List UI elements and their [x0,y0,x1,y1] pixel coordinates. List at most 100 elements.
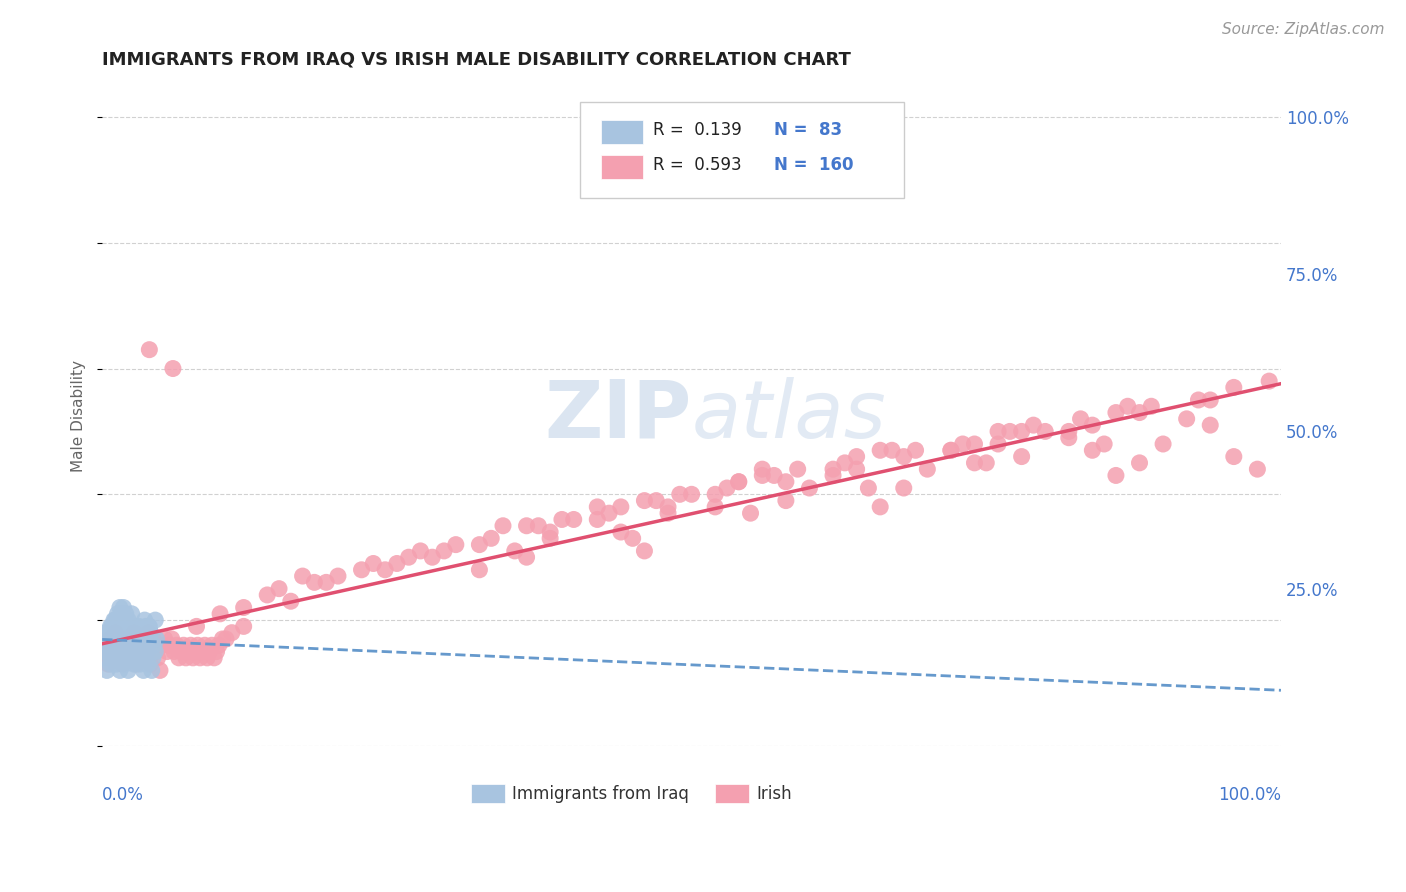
Point [180,638,202,652]
Point [173,638,195,652]
Point [433,544,456,558]
Point [100,657,122,672]
Point [1011,425,1033,439]
Point [136,644,159,658]
Text: R =  0.593: R = 0.593 [652,156,741,175]
Point [1057,425,1080,439]
Point [209,607,232,621]
Point [104,625,127,640]
Point [208,638,231,652]
Point [127,638,149,652]
Point [1081,418,1104,433]
Text: ZIP: ZIP [544,376,692,455]
Point [551,512,574,526]
Point [163,644,186,658]
Point [162,361,184,376]
Point [108,664,131,678]
Point [586,512,609,526]
Point [420,550,443,565]
Point [917,462,939,476]
Point [114,607,136,621]
Point [121,638,143,652]
Point [1116,399,1139,413]
Point [963,456,986,470]
Point [120,638,142,652]
Point [134,613,156,627]
Text: atlas: atlas [692,376,886,455]
Point [1223,380,1246,394]
Point [94,638,117,652]
Point [202,650,225,665]
Point [205,644,228,658]
Point [96,638,118,652]
Point [107,632,129,646]
Point [409,544,432,558]
Point [821,462,844,476]
Point [177,644,200,658]
FancyBboxPatch shape [600,155,644,179]
Point [105,657,128,672]
Text: 100.0%: 100.0% [1218,786,1281,804]
Point [143,644,166,658]
Point [904,443,927,458]
Point [93,644,115,658]
Point [315,575,337,590]
Point [880,443,903,458]
Point [1175,412,1198,426]
Point [136,657,159,672]
Point [610,500,633,514]
Point [716,481,738,495]
Point [963,437,986,451]
Point [125,657,148,672]
Point [138,632,160,646]
FancyBboxPatch shape [600,120,644,145]
Point [1187,392,1209,407]
Point [527,518,550,533]
Point [763,468,786,483]
Point [93,638,115,652]
Point [114,613,136,627]
Point [444,538,467,552]
Text: R =  0.139: R = 0.139 [652,121,741,139]
Point [468,538,491,552]
Point [100,619,122,633]
Point [98,632,121,646]
Point [128,619,150,633]
Point [562,512,585,526]
Point [845,462,868,476]
Point [131,625,153,640]
Point [141,664,163,678]
Point [1199,392,1222,407]
Point [128,632,150,646]
FancyBboxPatch shape [471,784,505,804]
Point [201,638,224,652]
Point [751,462,773,476]
Point [149,664,172,678]
Point [122,625,145,640]
Point [103,613,125,627]
Point [657,500,679,514]
Point [170,644,193,658]
Point [93,650,115,665]
FancyBboxPatch shape [716,784,749,804]
Point [1033,425,1056,439]
Point [139,625,162,640]
Point [821,468,844,483]
Point [1152,437,1174,451]
Point [538,532,561,546]
Point [127,632,149,646]
Point [101,650,124,665]
Point [93,650,115,665]
Point [138,343,160,357]
Point [122,657,145,672]
Point [97,657,120,672]
Point [94,638,117,652]
Point [131,632,153,646]
Text: Source: ZipAtlas.com: Source: ZipAtlas.com [1222,22,1385,37]
Point [775,493,797,508]
Point [181,650,204,665]
Point [143,613,166,627]
Point [128,644,150,658]
Point [142,632,165,646]
Point [869,443,891,458]
